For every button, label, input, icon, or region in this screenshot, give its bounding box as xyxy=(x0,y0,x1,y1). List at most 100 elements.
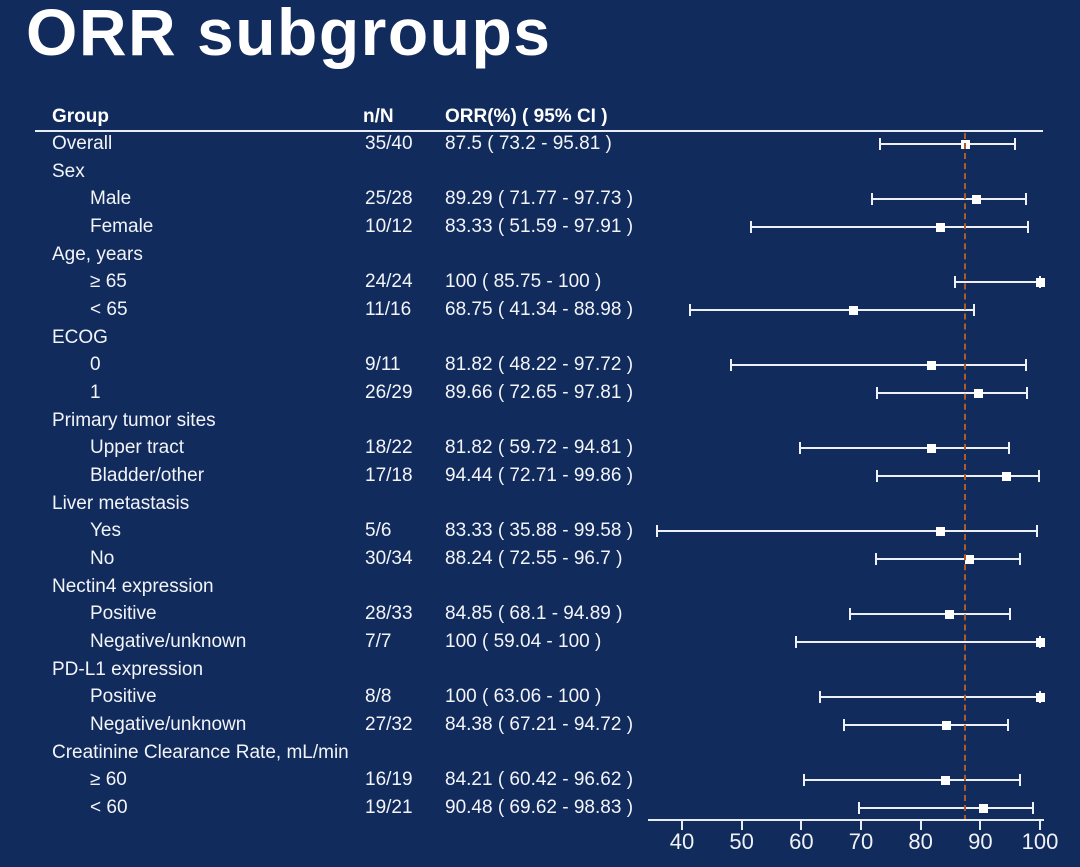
ci-cap-low xyxy=(953,276,956,289)
table-row: Male 25/28 89.29 ( 71.77 - 97.73 ) xyxy=(0,185,660,213)
table-row: Positive 8/8 100 ( 63.06 - 100 ) xyxy=(0,683,660,711)
row-orr-ci: 84.21 ( 60.42 - 96.62 ) xyxy=(445,769,634,791)
row-orr-ci: 100 ( 59.04 - 100 ) xyxy=(445,631,602,653)
row-label: ECOG xyxy=(52,326,108,348)
row-label: PD-L1 expression xyxy=(52,658,204,680)
x-axis-line xyxy=(648,819,1044,821)
row-n-of-N: 7/7 xyxy=(365,631,392,653)
axis-tick xyxy=(1039,821,1041,830)
ci-cap-low xyxy=(656,525,659,538)
ci-cap-low xyxy=(875,387,878,400)
row-n-of-N: 19/21 xyxy=(365,797,413,819)
row-label: Overall xyxy=(52,133,113,154)
page-title: ORR subgroups xyxy=(26,0,552,69)
table-row: 0 9/11 81.82 ( 48.22 - 97.72 ) xyxy=(0,351,660,379)
row-orr-ci: 84.38 ( 67.21 - 94.72 ) xyxy=(445,714,634,736)
point-estimate-marker xyxy=(945,609,955,619)
ci-bar xyxy=(795,641,1040,644)
ci-cap-low xyxy=(843,719,846,732)
row-label: Yes xyxy=(90,520,121,542)
ci-cap-low xyxy=(879,138,882,150)
column-header-nn: n/N xyxy=(363,106,394,127)
ci-cap-low xyxy=(802,774,805,787)
row-label: < 65 xyxy=(90,299,128,321)
point-estimate-marker xyxy=(927,443,937,453)
point-estimate-marker xyxy=(1035,277,1045,287)
ci-cap-high xyxy=(1025,387,1028,400)
axis-tick xyxy=(681,821,683,830)
point-estimate-marker xyxy=(927,360,937,370)
ci-cap-low xyxy=(818,691,821,704)
column-header-orr: ORR(%) ( 95% CI ) xyxy=(445,106,608,127)
ci-bar xyxy=(731,364,1027,367)
row-n-of-N: 28/33 xyxy=(365,603,413,625)
table-row: Bladder/other 17/18 94.44 ( 72.71 - 99.86 … xyxy=(0,462,660,490)
row-label: Liver metastasis xyxy=(52,492,190,514)
row-label: Negative/unknown xyxy=(90,714,247,736)
table-row: PD-L1 expression xyxy=(0,656,660,684)
column-header-group: Group xyxy=(52,106,109,127)
table-row: < 65 11/16 68.75 ( 41.34 - 88.98 ) xyxy=(0,296,660,324)
axis-tick-label: 80 xyxy=(908,829,933,854)
point-estimate-marker xyxy=(1035,692,1045,702)
row-n-of-N: 30/34 xyxy=(365,548,413,570)
axis-tick xyxy=(740,821,743,830)
table-row: ≥ 65 24/24 100 ( 85.75 - 100 ) xyxy=(0,268,660,296)
row-n-of-N: 17/18 xyxy=(365,465,413,487)
table-row: ECOG xyxy=(0,324,660,352)
point-estimate-marker xyxy=(971,194,981,204)
ci-cap-high xyxy=(1038,470,1041,483)
row-label: Negative/unknown xyxy=(90,631,247,653)
ci-cap-low xyxy=(875,553,878,566)
axis-tick xyxy=(919,821,922,830)
ci-bar xyxy=(954,281,1040,284)
table-row: 1 26/29 89.66 ( 72.65 - 97.81 ) xyxy=(0,379,660,407)
axis-tick-label: 60 xyxy=(789,829,814,854)
row-label: Male xyxy=(90,188,132,210)
row-label: Age, years xyxy=(52,243,143,265)
ci-cap-high xyxy=(973,304,976,317)
axis-tick-label: 50 xyxy=(729,829,754,854)
ci-cap-high xyxy=(1025,359,1028,372)
ci-cap-high xyxy=(1036,525,1039,538)
axis-tick xyxy=(860,821,862,830)
row-orr-ci: 100 ( 63.06 - 100 ) xyxy=(445,686,602,708)
row-orr-ci: 81.82 ( 59.72 - 94.81 ) xyxy=(445,437,634,459)
reference-line xyxy=(964,133,967,821)
row-label: < 60 xyxy=(90,797,128,819)
row-n-of-N: 25/28 xyxy=(365,188,413,210)
row-orr-ci: 89.66 ( 72.65 - 97.81 ) xyxy=(445,382,634,404)
row-label: Female xyxy=(90,216,154,237)
row-label: Creatinine Clearance Rate, mL/min xyxy=(52,741,349,763)
row-n-of-N: 8/8 xyxy=(365,686,392,708)
point-estimate-marker xyxy=(936,222,946,232)
point-estimate-marker xyxy=(978,803,988,813)
row-orr-ci: 84.85 ( 68.1 - 94.89 ) xyxy=(445,603,623,625)
ci-bar xyxy=(751,226,1028,228)
ci-bar xyxy=(844,724,1009,727)
ci-cap-high xyxy=(1026,221,1029,233)
row-n-of-N: 24/24 xyxy=(365,271,413,293)
ci-bar xyxy=(849,613,1010,616)
row-label: No xyxy=(90,548,115,570)
point-estimate-marker xyxy=(1002,471,1012,481)
ci-cap-low xyxy=(870,193,873,206)
ci-cap-high xyxy=(1025,193,1028,206)
ci-cap-high xyxy=(1008,442,1011,455)
point-estimate-marker xyxy=(936,526,946,536)
row-label: Positive xyxy=(90,686,157,708)
ci-cap-high xyxy=(1008,608,1011,621)
ci-bar xyxy=(858,807,1033,810)
row-n-of-N: 16/19 xyxy=(365,769,413,791)
row-orr-ci: 83.33 ( 35.88 - 99.58 ) xyxy=(445,520,634,542)
ci-bar xyxy=(819,696,1040,699)
table-row: Positive 28/33 84.85 ( 68.1 - 94.89 ) xyxy=(0,600,660,628)
row-n-of-N: 18/22 xyxy=(365,437,413,459)
row-label: Bladder/other xyxy=(90,465,205,487)
table-row: ≥ 60 16/19 84.21 ( 60.42 - 96.62 ) xyxy=(0,766,660,794)
row-label: 0 xyxy=(90,354,101,376)
row-n-of-N: 5/6 xyxy=(365,520,392,542)
ci-cap-high xyxy=(1014,138,1016,150)
ci-cap-low xyxy=(688,304,691,317)
